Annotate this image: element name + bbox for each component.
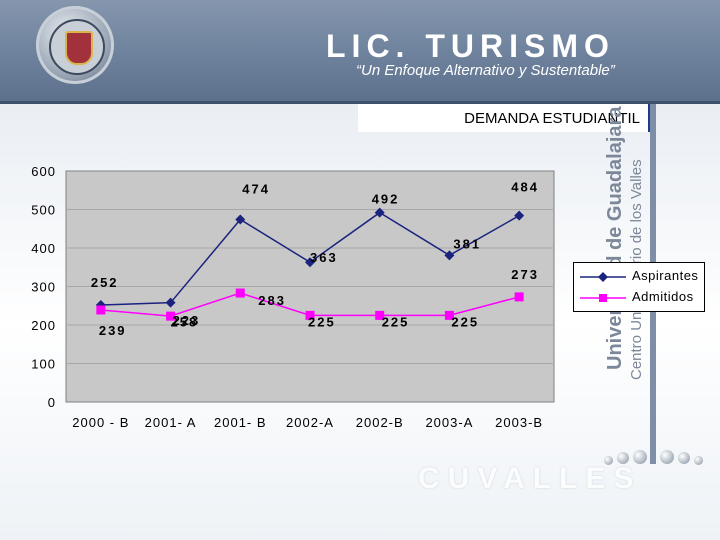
legend-marker-aspirantes-icon	[580, 272, 626, 282]
data-label-admitidos: 283	[258, 293, 286, 308]
x-tick-label: 2000 - B	[72, 415, 129, 430]
y-tick-label: 0	[48, 395, 56, 410]
y-tick-label: 100	[31, 357, 56, 372]
legend-label-aspirantes: Aspirantes	[632, 268, 699, 283]
x-tick-label: 2003-B	[495, 415, 543, 430]
x-tick-label: 2003-A	[425, 415, 473, 430]
point-admitidos	[305, 310, 315, 320]
data-label-admitidos: 239	[99, 323, 127, 338]
x-tick-label: 2001- A	[145, 415, 197, 430]
decor-dot	[660, 450, 674, 464]
x-tick-label: 2001- B	[214, 415, 267, 430]
header-divider	[0, 101, 720, 104]
page-subtitle: “Un Enfoque Alternativo y Sustentable”	[356, 62, 615, 79]
page-title: LIC. TURISMO	[326, 28, 615, 64]
point-aspirantes	[305, 257, 315, 268]
point-admitidos	[514, 292, 524, 302]
point-aspirantes	[165, 297, 176, 308]
seal-inner	[49, 19, 105, 75]
data-label-admitidos: 273	[511, 267, 539, 282]
point-admitidos	[166, 311, 176, 321]
y-tick-label: 600	[31, 164, 56, 179]
seal-shield-icon	[65, 31, 93, 65]
decor-dot	[678, 452, 690, 464]
x-tick-label: 2002-A	[286, 415, 334, 430]
y-tick-label: 200	[31, 318, 56, 333]
chart-legend: Aspirantes Admitidos	[573, 262, 705, 312]
point-aspirantes	[444, 250, 455, 261]
section-label-box: DEMANDA ESTUDIANTIL	[358, 104, 650, 132]
section-label: DEMANDA ESTUDIANTIL	[464, 110, 640, 127]
point-admitidos	[444, 310, 454, 320]
y-tick-label: 400	[31, 241, 56, 256]
point-admitidos	[375, 310, 385, 320]
decor-dot	[617, 452, 629, 464]
data-label-aspirantes: 492	[372, 192, 400, 207]
point-aspirantes	[514, 210, 525, 221]
data-label-admitidos: 225	[308, 314, 336, 329]
data-label-aspirantes: 474	[242, 182, 270, 197]
data-label-aspirantes: 252	[91, 275, 119, 290]
x-tick-label: 2002-B	[356, 415, 404, 430]
point-admitidos	[235, 288, 245, 298]
point-aspirantes	[374, 207, 385, 218]
point-admitidos	[96, 305, 106, 315]
point-aspirantes	[235, 214, 246, 225]
data-label-aspirantes: 484	[511, 180, 539, 195]
data-label-aspirantes: 363	[310, 250, 338, 265]
decor-dot	[694, 456, 703, 465]
data-label-admitidos: 225	[382, 314, 410, 329]
legend-item-aspirantes: Aspirantes	[580, 268, 704, 286]
data-label-aspirantes: 381	[453, 236, 481, 251]
footer-brand: CUVALLES	[418, 462, 642, 495]
y-tick-label: 300	[31, 280, 56, 295]
header-banner	[0, 0, 720, 103]
data-label-admitidos: 225	[451, 314, 479, 329]
decor-dot	[604, 456, 613, 465]
university-seal-icon	[36, 6, 114, 84]
data-label-aspirantes: 258	[171, 315, 199, 330]
decor-dot	[633, 450, 647, 464]
y-tick-label: 500	[31, 203, 56, 218]
data-label-admitidos: 223	[173, 313, 201, 328]
legend-label-admitidos: Admitidos	[632, 289, 694, 304]
legend-marker-admitidos-icon	[580, 294, 626, 302]
legend-item-admitidos: Admitidos	[580, 289, 704, 307]
